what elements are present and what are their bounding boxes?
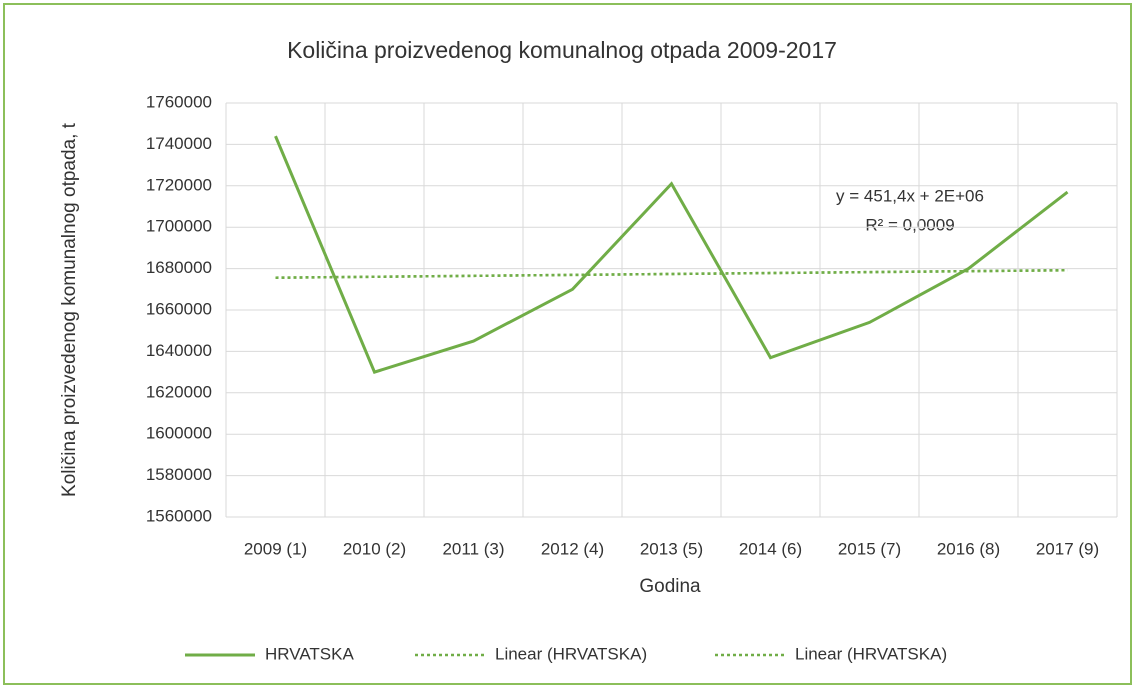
chart-border [3, 3, 1132, 685]
chart-title: Količina proizvedenog komunalnog otpada … [287, 37, 837, 63]
trendline-r2: R² = 0,0009 [865, 215, 954, 234]
x-tick-label: 2012 (4) [541, 539, 604, 558]
y-tick-label: 1640000 [146, 341, 212, 360]
y-axis-label: Količina proizvedenog komunalnog otpada,… [59, 122, 80, 497]
data-line [274, 135, 1069, 374]
y-tick-label: 1620000 [146, 382, 212, 401]
y-tick-label: 1740000 [146, 134, 212, 153]
trendline-equation: y = 451,4x + 2E+06 [836, 186, 984, 205]
x-tick-label: 2015 (7) [838, 539, 901, 558]
x-tick-label: 2011 (3) [442, 539, 504, 558]
x-tick-label: 2009 (1) [244, 539, 307, 558]
legend-label: Linear (HRVATSKA) [795, 644, 947, 663]
x-axis-label: Godina [639, 576, 701, 597]
y-tick-label: 1760000 [146, 92, 212, 111]
y-tick-label: 1660000 [146, 299, 212, 318]
y-tick-label: 1600000 [146, 424, 212, 443]
x-tick-label: 2016 (8) [937, 539, 1000, 558]
y-tick-label: 1720000 [146, 175, 212, 194]
legend-label: Linear (HRVATSKA) [495, 644, 647, 663]
y-tick-label: 1700000 [146, 217, 212, 236]
x-tick-label: 2013 (5) [640, 539, 703, 558]
legend-label: HRVATSKA [265, 644, 354, 663]
x-tick-label: 2017 (9) [1036, 539, 1099, 558]
x-tick-label: 2010 (2) [343, 539, 406, 558]
y-tick-label: 1580000 [146, 465, 212, 484]
x-tick-label: 2014 (6) [739, 539, 802, 558]
y-tick-label: 1560000 [146, 506, 212, 525]
trend-line [275, 268, 1068, 279]
y-tick-label: 1680000 [146, 258, 212, 277]
